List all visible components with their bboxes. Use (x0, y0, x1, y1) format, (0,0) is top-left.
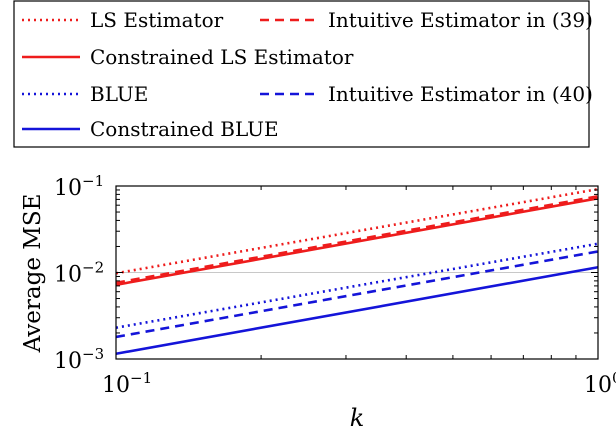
legend-label: Intuitive Estimator in (40) (328, 82, 593, 106)
series-line-0 (115, 187, 599, 275)
x-axis-label: k (350, 404, 365, 432)
legend-label: Constrained BLUE (90, 117, 279, 141)
y-tick-label: 10−1 (54, 172, 104, 201)
series-line-2 (115, 197, 599, 287)
series-line-4 (115, 250, 599, 339)
legend-label: LS Estimator (90, 8, 224, 32)
legend-box (13, 0, 590, 148)
series-line-1 (115, 195, 599, 285)
x-tick-label: 100 (584, 369, 616, 398)
series-line-3 (115, 242, 599, 329)
x-tick-label: 10−1 (102, 369, 152, 398)
legend-label: Intuitive Estimator in (39) (328, 8, 593, 32)
series-line-5 (115, 265, 599, 356)
y-axis-label: Average MSE (20, 194, 46, 354)
y-tick-label: 10−3 (54, 345, 104, 374)
legend-label: BLUE (90, 82, 148, 106)
plot-area: 10−110−210−310−1100 Average MSE k (20, 172, 616, 432)
y-tick-label: 10−2 (54, 259, 104, 288)
legend: LS Estimator Intuitive Estimator in (39) C… (13, 0, 593, 148)
legend-label: Constrained LS Estimator (90, 45, 354, 69)
